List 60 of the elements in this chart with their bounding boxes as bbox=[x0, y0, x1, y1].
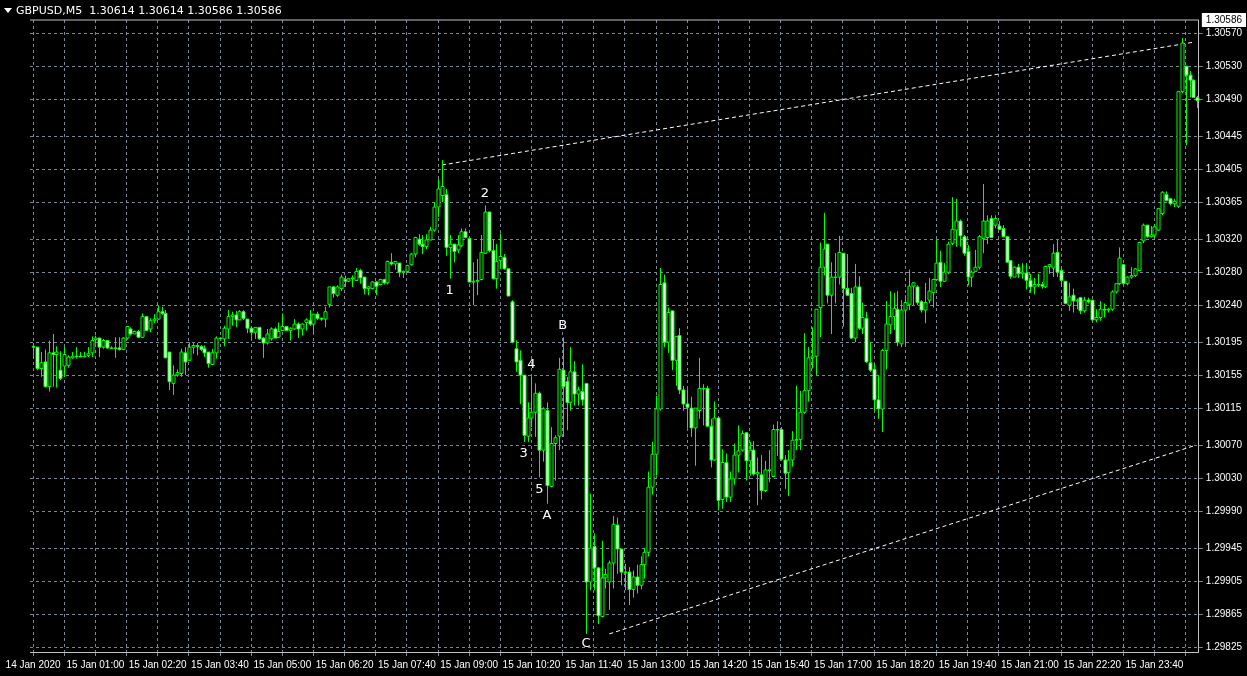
x-tick-label: 15 Jan 17:00 bbox=[814, 658, 873, 670]
y-tick-label: 1.30155 bbox=[1205, 368, 1243, 380]
annotation: A bbox=[542, 507, 552, 523]
y-tick-label: 1.30240 bbox=[1205, 298, 1243, 310]
annotation: 5 bbox=[535, 480, 544, 496]
x-tick-label: 14 Jan 2020 bbox=[5, 658, 62, 670]
candlestick bbox=[985, 214, 990, 245]
x-tick-label: 15 Jan 01:00 bbox=[66, 658, 125, 670]
y-tick-label: 1.30195 bbox=[1205, 335, 1243, 347]
candlestick bbox=[183, 346, 188, 376]
y-tick-label: 1.29945 bbox=[1205, 541, 1243, 553]
x-tick-label: 15 Jan 02:20 bbox=[128, 658, 188, 670]
x-tick-label: 15 Jan 21:00 bbox=[1000, 658, 1060, 670]
candlestick bbox=[51, 333, 56, 388]
y-tick-label: 1.30530 bbox=[1205, 59, 1243, 71]
candlestick bbox=[561, 336, 566, 438]
x-tick-label: 15 Jan 14:20 bbox=[689, 658, 748, 670]
x-tick-label: 15 Jan 03:40 bbox=[191, 658, 250, 670]
y-tick-label: 1.30320 bbox=[1205, 232, 1243, 244]
candlestick bbox=[635, 564, 640, 594]
candlestick bbox=[627, 566, 632, 606]
y-tick-label: 1.29990 bbox=[1205, 504, 1243, 516]
x-tick-label: 15 Jan 23:40 bbox=[1125, 658, 1184, 670]
candlestick bbox=[631, 569, 636, 599]
y-tick-label: 1.29905 bbox=[1205, 574, 1243, 586]
chart-title: GBPUSD,M5 1.30614 1.30614 1.30586 1.30586 bbox=[16, 4, 282, 17]
annotation: 1 bbox=[445, 282, 454, 298]
y-tick-label: 1.30405 bbox=[1205, 162, 1243, 174]
y-tick-label: 1.30365 bbox=[1205, 195, 1243, 207]
candlestick bbox=[759, 454, 764, 501]
y-tick-label: 1.30070 bbox=[1205, 438, 1243, 450]
y-tick-label: 1.30490 bbox=[1205, 92, 1243, 104]
ref-line-label: 1.30586 bbox=[1205, 13, 1243, 25]
y-tick-label: 1.29825 bbox=[1205, 640, 1243, 652]
x-tick-label: 15 Jan 19:40 bbox=[938, 658, 997, 670]
x-tick-label: 15 Jan 07:40 bbox=[377, 658, 437, 670]
y-tick-label: 1.30445 bbox=[1205, 129, 1243, 141]
y-tick-label: 1.30030 bbox=[1205, 471, 1243, 483]
x-tick-label: 15 Jan 11:40 bbox=[565, 658, 623, 670]
x-tick-label: 15 Jan 15:40 bbox=[751, 658, 811, 670]
annotation: B bbox=[558, 316, 568, 332]
x-tick-label: 15 Jan 09:00 bbox=[440, 658, 499, 670]
candlestick bbox=[833, 252, 838, 304]
x-tick-label: 15 Jan 10:20 bbox=[502, 658, 561, 670]
y-tick-label: 1.29865 bbox=[1205, 607, 1243, 619]
x-tick-label: 15 Jan 06:20 bbox=[315, 658, 374, 670]
y-tick-label: 1.30570 bbox=[1205, 26, 1243, 38]
annotation: 4 bbox=[527, 356, 536, 372]
x-tick-label: 15 Jan 22:20 bbox=[1063, 658, 1122, 670]
y-tick-label: 1.30115 bbox=[1205, 401, 1242, 413]
x-tick-label: 15 Jan 18:20 bbox=[876, 658, 935, 670]
candlestick bbox=[615, 517, 620, 575]
candlestick bbox=[572, 360, 577, 407]
annotation: C bbox=[581, 635, 591, 651]
annotation: 3 bbox=[519, 445, 528, 461]
x-tick-label: 15 Jan 05:00 bbox=[253, 658, 312, 670]
x-tick-label: 15 Jan 13:00 bbox=[627, 658, 686, 670]
annotation: 2 bbox=[480, 184, 489, 200]
y-tick-label: 1.30280 bbox=[1205, 265, 1243, 277]
candlestick bbox=[954, 198, 959, 248]
